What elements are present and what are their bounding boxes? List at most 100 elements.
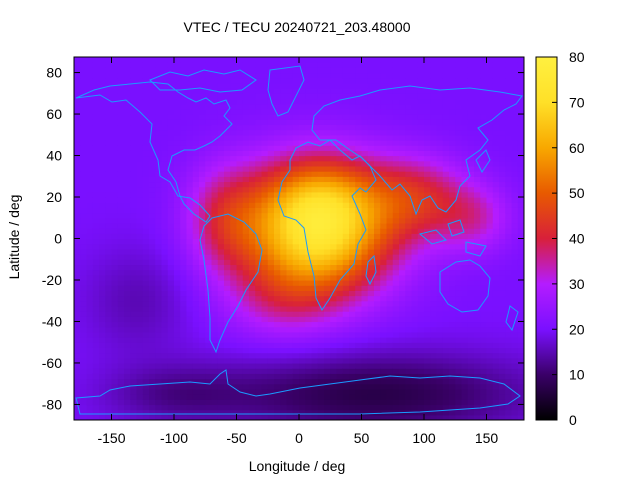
heatmap-cell [430, 129, 438, 136]
heatmap-cell [149, 362, 156, 369]
heatmap-cell [274, 155, 281, 162]
heatmap-cell [330, 404, 338, 411]
heatmap-cell [436, 254, 444, 260]
heatmap-cell [242, 290, 250, 297]
heatmap-cell [224, 373, 231, 380]
heatmap-cell [111, 352, 119, 359]
heatmap-cell [99, 207, 106, 214]
heatmap-cell [86, 186, 94, 193]
heatmap-cell [142, 409, 150, 416]
heatmap-cell [374, 274, 381, 281]
heatmap-cell [286, 300, 294, 307]
heatmap-cell [267, 274, 275, 281]
heatmap-cell [167, 93, 175, 100]
heatmap-cell [280, 399, 288, 406]
heatmap-cell [217, 207, 225, 214]
heatmap-cell [217, 399, 225, 406]
heatmap-cell [236, 347, 244, 354]
heatmap-cell [180, 238, 188, 245]
heatmap-cell [374, 181, 381, 188]
heatmap-cell [267, 248, 275, 255]
heatmap-cell [474, 77, 481, 84]
heatmap-cell [211, 279, 219, 286]
heatmap-cell [117, 316, 125, 323]
heatmap-cell [186, 238, 194, 245]
heatmap-cell [467, 254, 475, 260]
heatmap-cell [311, 362, 319, 369]
heatmap-cell [430, 300, 438, 307]
heatmap-cell [142, 197, 150, 203]
heatmap-cell [474, 279, 481, 286]
heatmap-cell [511, 404, 519, 411]
heatmap-cell [424, 197, 431, 203]
heatmap-cell [261, 383, 269, 390]
heatmap-cell [80, 383, 88, 390]
heatmap-cell [392, 321, 400, 328]
heatmap-cell [449, 129, 456, 136]
heatmap-cell [405, 238, 413, 245]
heatmap-cell [299, 399, 306, 406]
heatmap-cell [317, 197, 325, 203]
heatmap-cell [286, 383, 294, 390]
heatmap-cell [280, 420, 287, 426]
heatmap-cell [480, 368, 488, 374]
heatmap-cell [355, 378, 363, 385]
heatmap-cell [74, 134, 81, 141]
heatmap-cell [424, 67, 431, 74]
heatmap-cell [467, 259, 475, 266]
heatmap-cell [242, 119, 250, 126]
heatmap-cell [499, 67, 506, 74]
heatmap-cell [317, 114, 325, 120]
heatmap-cell [467, 290, 475, 297]
heatmap-cell [74, 368, 81, 374]
heatmap-cell [474, 98, 481, 105]
heatmap-cell [105, 420, 112, 426]
heatmap-cell [499, 150, 506, 157]
heatmap-cell [105, 388, 113, 395]
heatmap-cell [124, 311, 131, 317]
heatmap-cell [455, 352, 463, 359]
heatmap-cell [86, 155, 94, 162]
heatmap-cell [267, 124, 275, 131]
heatmap-cell [236, 186, 244, 193]
heatmap-cell [511, 362, 519, 369]
heatmap-cell [499, 238, 506, 245]
heatmap-cell [242, 368, 250, 374]
heatmap-cell [405, 114, 413, 120]
heatmap-cell [499, 368, 506, 374]
heatmap-cell [349, 264, 356, 271]
heatmap-cell [242, 311, 250, 317]
heatmap-cell [324, 378, 331, 385]
heatmap-cell [186, 326, 194, 333]
heatmap-cell [380, 409, 388, 416]
heatmap-cell [292, 67, 300, 74]
heatmap-cell [367, 114, 375, 120]
heatmap-cell [474, 342, 481, 348]
heatmap-cell [192, 362, 200, 369]
heatmap-cell [399, 88, 406, 94]
heatmap-cell [205, 399, 213, 406]
heatmap-cell [505, 119, 513, 126]
heatmap-cell [442, 124, 450, 131]
heatmap-cell [155, 62, 163, 68]
heatmap-cell [361, 383, 369, 390]
heatmap-cell [499, 228, 506, 234]
heatmap-cell [499, 212, 506, 219]
heatmap-cell [117, 165, 125, 172]
heatmap-cell [392, 295, 400, 302]
heatmap-cell [261, 414, 269, 420]
heatmap-cell [80, 352, 88, 359]
heatmap-cell [217, 124, 225, 131]
heatmap-cell [230, 269, 238, 276]
heatmap-cell [167, 248, 175, 255]
heatmap-cell [167, 62, 175, 68]
heatmap-cell [349, 57, 356, 63]
heatmap-cell [155, 98, 163, 105]
heatmap-cell [149, 119, 156, 126]
heatmap-cell [92, 248, 100, 255]
heatmap-cell [480, 228, 488, 234]
heatmap-cell [74, 279, 81, 286]
heatmap-cell [299, 165, 306, 172]
heatmap-cell [167, 274, 175, 281]
heatmap-cell [355, 337, 363, 343]
